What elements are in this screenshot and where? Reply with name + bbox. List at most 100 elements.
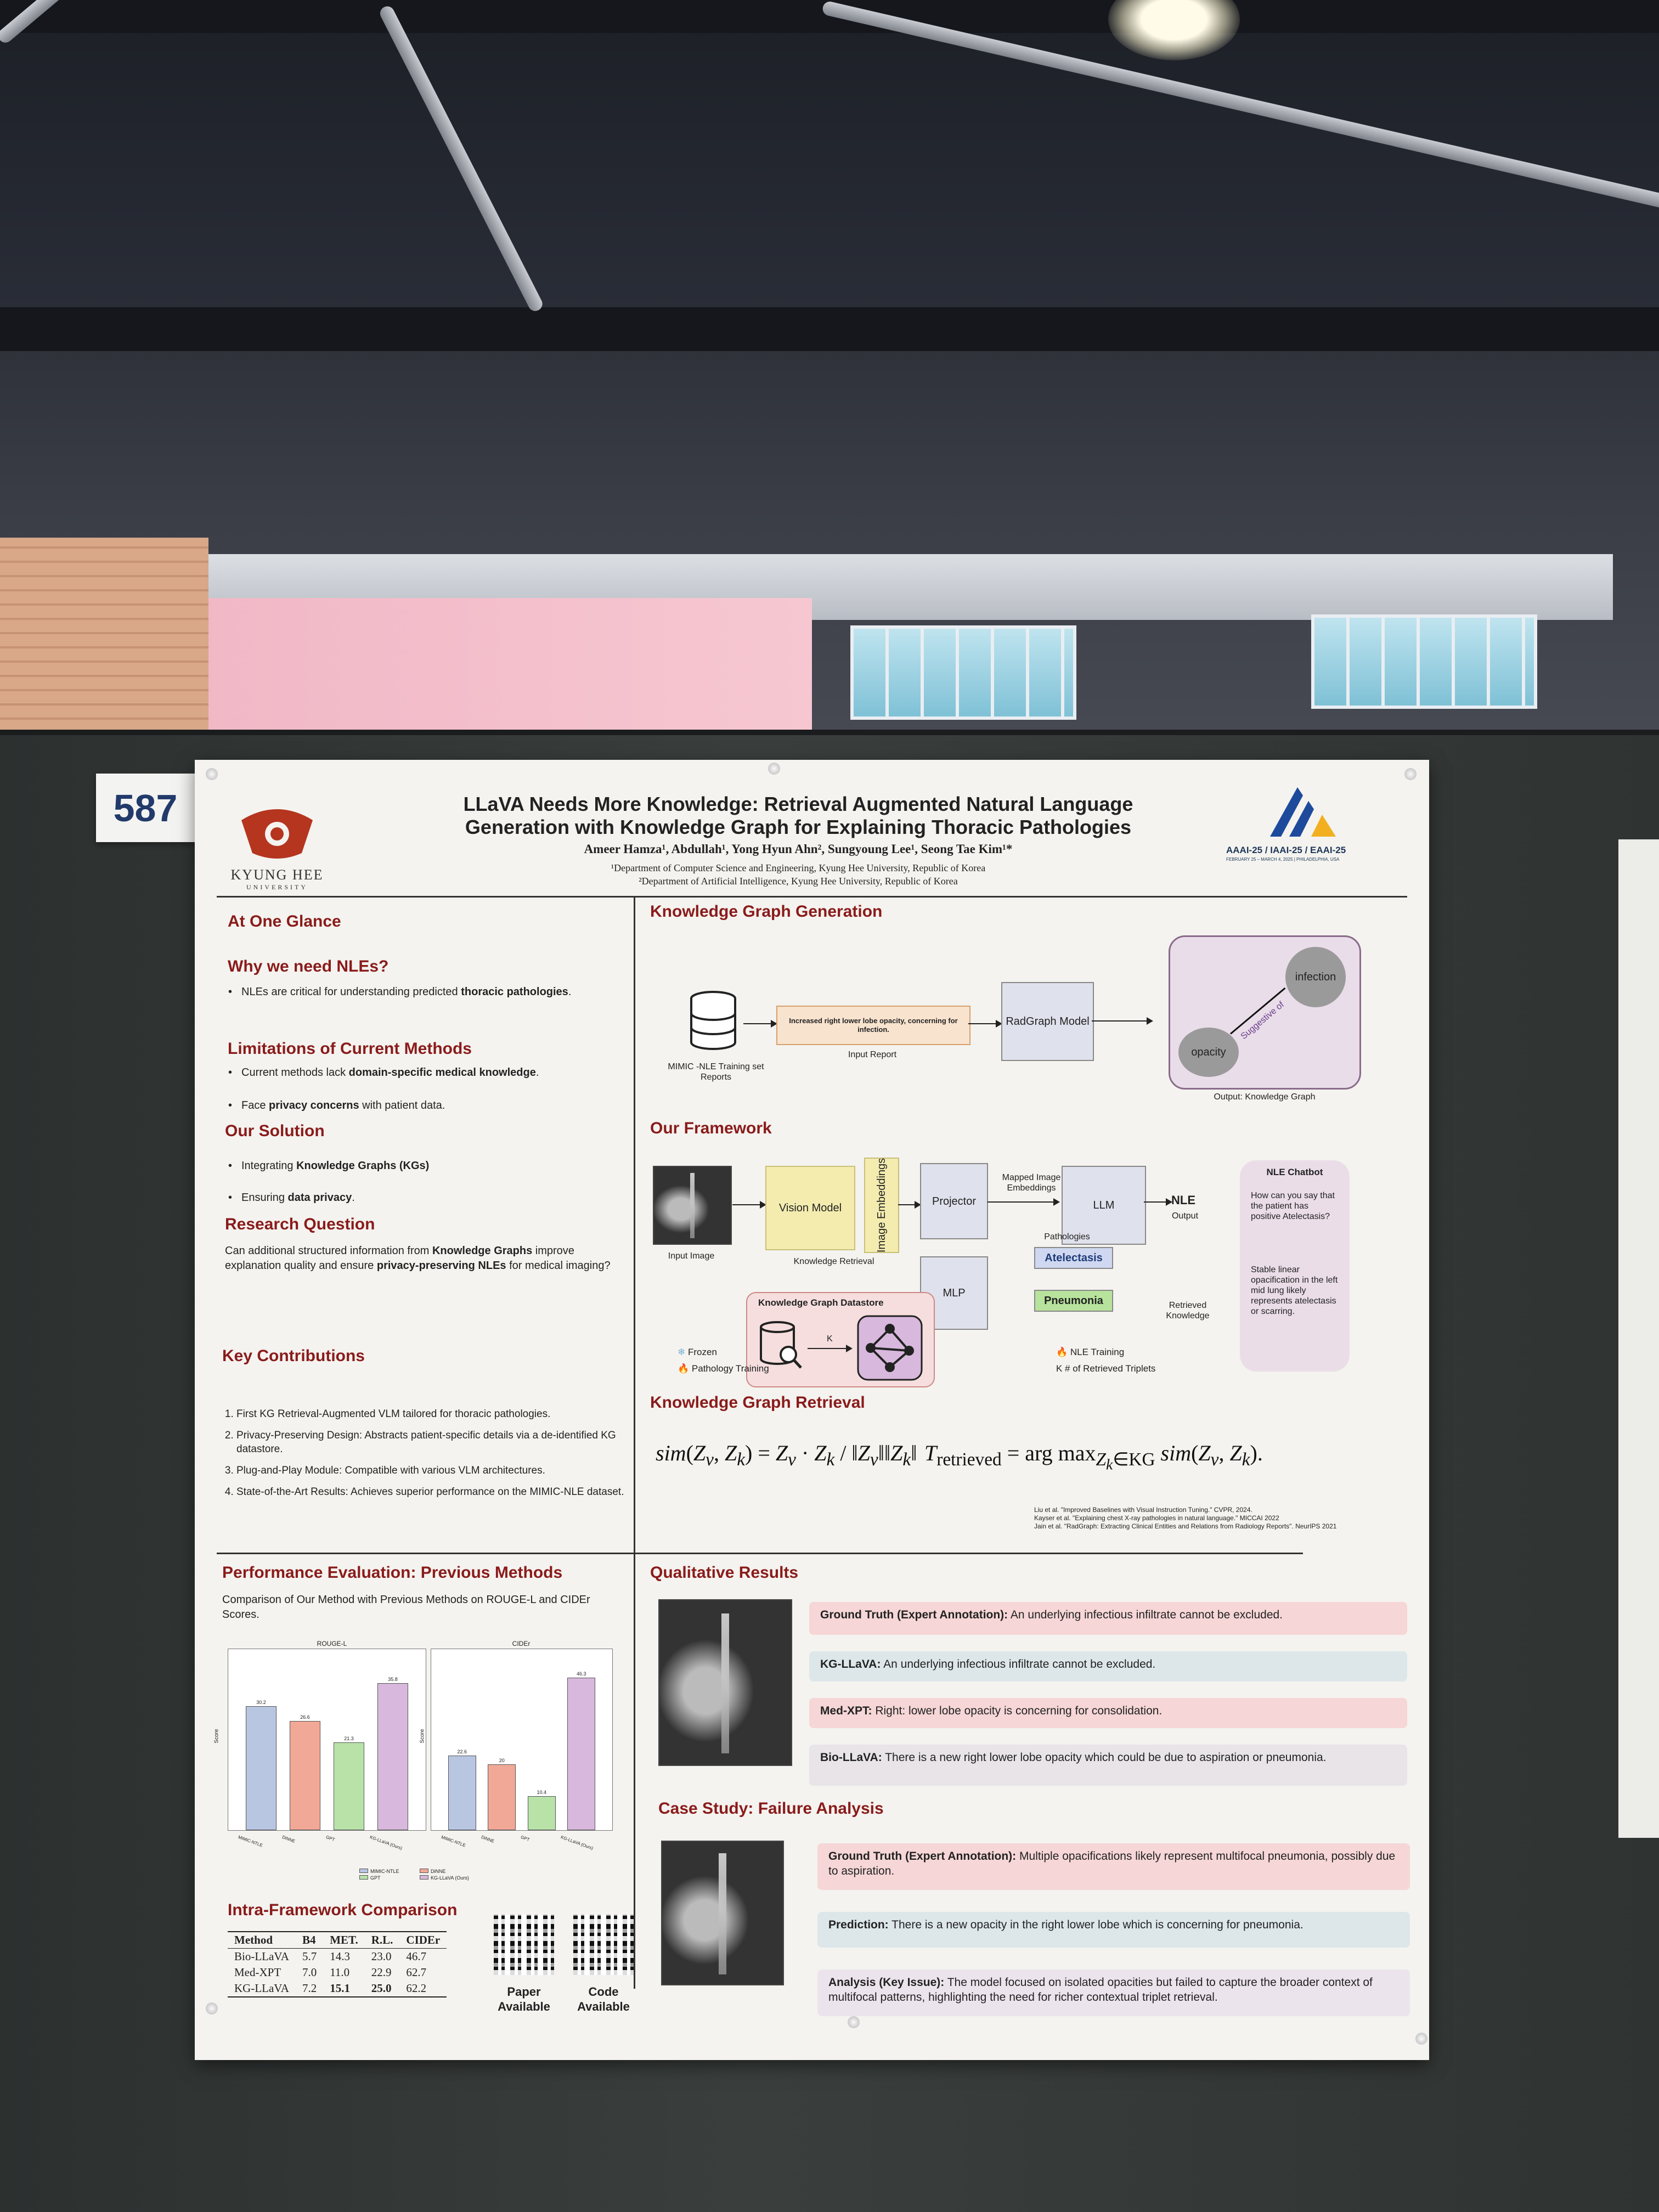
legend-item: GPT xyxy=(359,1875,420,1881)
legend-pathology-training: 🔥 Pathology Training xyxy=(678,1363,769,1374)
poster: KYUNG HEE UNIVERSITY LLaVA Needs More Kn… xyxy=(195,760,1429,2060)
solution-bullet: Integrating Knowledge Graphs (KGs) xyxy=(228,1159,614,1173)
code-qr-code[interactable] xyxy=(573,1915,634,1975)
reference-item: Jain et al. "RadGraph: Extracting Clinic… xyxy=(1034,1522,1337,1530)
pin xyxy=(1415,2033,1427,2045)
result-row: Ground Truth (Expert Annotation): An und… xyxy=(809,1602,1407,1635)
table-row: Bio-LLaVA 5.7 14.3 23.0 46.7 xyxy=(234,1950,427,1963)
conference-logo: AAAI-25 / IAAI-25 / EAAI-25 FEBRUARY 25 … xyxy=(1226,782,1369,862)
chart-bar xyxy=(290,1720,320,1830)
chart-bar xyxy=(567,1678,596,1830)
divider xyxy=(634,897,635,1989)
references: Liu et al. "Improved Baselines with Visu… xyxy=(1034,1506,1396,1531)
poster-authors: Ameer Hamza¹, Abdullah¹, Yong Hyun Ahn²,… xyxy=(584,842,1013,856)
research-question-text: Can additional structured information fr… xyxy=(225,1245,611,1272)
table-header: B4 xyxy=(302,1933,316,1946)
database-search-icon xyxy=(760,1321,802,1369)
contributions-list: First KG Retrieval-Augmented VLM tailore… xyxy=(222,1407,631,1506)
at-one-glance-heading: At One Glance xyxy=(228,912,341,930)
legend-frozen: ❄ Frozen xyxy=(678,1347,717,1357)
university-sub: UNIVERSITY xyxy=(246,883,308,891)
graph-network-icon xyxy=(857,1315,923,1381)
result-text: Multiple opacifications likely represent… xyxy=(828,1850,1396,1877)
result-text: There is a new opacity in the right lowe… xyxy=(888,1918,1304,1931)
result-text: An underlying infectious infiltrate cann… xyxy=(881,1658,1156,1671)
knowledge-graph-output: infection opacity Suggestive of xyxy=(1169,935,1361,1090)
x-tick-label: DiNNE xyxy=(281,1835,296,1844)
flame-icon: 🔥 xyxy=(1056,1347,1068,1357)
radgraph-box: RadGraph Model xyxy=(1001,982,1094,1061)
aaai-logo-icon xyxy=(1270,787,1336,837)
limitations-heading: Limitations of Current Methods xyxy=(228,1040,472,1058)
bar-value-label: 22.6 xyxy=(457,1749,467,1755)
contribution-item: State-of-the-Art Results: Achieves super… xyxy=(236,1485,631,1499)
university-name: KYUNG HEE xyxy=(230,867,324,883)
chart-bar xyxy=(488,1764,516,1830)
similarity-formula: sim(Zv, Zk) = Zv · Zk / ‖Zv‖‖Zk‖ xyxy=(656,1441,917,1470)
framework-heading: Our Framework xyxy=(650,1119,772,1137)
kg-retrieval-heading: Knowledge Graph Retrieval xyxy=(650,1393,865,1412)
x-tick-label: KG-LLaVA (Ours) xyxy=(560,1835,594,1851)
report-text-box: Increased right lower lobe opacity, conc… xyxy=(776,1006,970,1045)
chart-title: ROUGE-L xyxy=(317,1640,347,1647)
result-label: Ground Truth (Expert Annotation): xyxy=(828,1850,1017,1863)
poster-title: LLaVA Needs More Knowledge: Retrieval Au… xyxy=(463,793,1133,838)
ceiling-beam xyxy=(0,307,1659,351)
paper-qr-code[interactable] xyxy=(494,1915,554,1975)
bar-value-label: 35.8 xyxy=(388,1676,398,1682)
knowledge-retrieval-label: Knowledge Retrieval xyxy=(793,1257,874,1266)
legend-item: MIMIC-NTLE xyxy=(359,1868,420,1875)
results-table: Method B4 MET. R.L. CIDEr Bio-LLaVA 5.7 14… xyxy=(228,1931,447,1997)
result-text: Right: lower lobe opacity is concerning … xyxy=(872,1705,1163,1717)
failure-heading: Case Study: Failure Analysis xyxy=(658,1799,884,1818)
paper-qr-label: Paper Available xyxy=(498,1985,550,2013)
table-header: MET. xyxy=(330,1933,358,1946)
bar-value-label: 21.3 xyxy=(344,1736,354,1742)
legend-item: KG-LLaVA (Ours) xyxy=(420,1875,480,1881)
chatbot-question: How can you say that the patient has pos… xyxy=(1251,1191,1335,1221)
database-icon xyxy=(690,991,736,1050)
x-tick-label: GPT xyxy=(520,1835,531,1843)
ceiling xyxy=(0,0,1659,351)
pathology-pneumonia: Pneumonia xyxy=(1034,1290,1113,1312)
divider xyxy=(217,896,1407,898)
retrieval-formula: Tretrieved = arg maxZk∈KG sim(Zv, Zk). xyxy=(924,1441,1263,1474)
result-label: Med-XPT: xyxy=(820,1705,872,1717)
mapped-embeddings-label: Mapped Image Embeddings xyxy=(1002,1173,1061,1193)
pin xyxy=(848,2016,860,2028)
contribution-item: Plug-and-Play Module: Compatible with va… xyxy=(236,1464,631,1477)
failure-xray-image xyxy=(661,1841,784,1985)
contribution-item: Privacy-Preserving Design: Abstracts pat… xyxy=(236,1429,631,1456)
bar-value-label: 26.6 xyxy=(300,1714,310,1720)
conference-name: AAAI-25 / IAAI-25 / EAAI-25 xyxy=(1226,845,1346,855)
graph-node: infection xyxy=(1285,947,1346,1007)
input-report-label: Input Report xyxy=(848,1050,897,1059)
projector-box: Projector xyxy=(920,1163,988,1239)
result-label: Ground Truth (Expert Annotation): xyxy=(820,1609,1008,1621)
table-header: R.L. xyxy=(371,1933,393,1946)
bar-value-label: 20 xyxy=(499,1758,505,1763)
legend-k: K # of Retrieved Triplets xyxy=(1056,1363,1156,1374)
table-header: CIDEr xyxy=(406,1933,441,1946)
reference-item: Liu et al. "Improved Baselines with Visu… xyxy=(1034,1506,1252,1514)
result-row: Med-XPT: Right: lower lobe opacity is co… xyxy=(809,1698,1407,1728)
k-label: K xyxy=(827,1334,833,1344)
pink-wall xyxy=(198,598,812,741)
chart-bar xyxy=(334,1742,364,1830)
bar-value-label: 10.4 xyxy=(537,1789,547,1795)
flame-icon: 🔥 xyxy=(678,1363,690,1374)
x-tick-label: KG-LLaVA (Ours) xyxy=(369,1835,403,1851)
pin xyxy=(1404,768,1417,780)
x-tick-label: MIMIC-NTLE xyxy=(237,1835,263,1848)
input-xray-image xyxy=(653,1166,732,1245)
datastore-label: MIMIC -NLE Training set Reports xyxy=(668,1062,764,1082)
table-header: Method xyxy=(234,1933,273,1946)
code-qr-label: Code Available xyxy=(577,1985,630,2013)
solution-bullet: Ensuring data privacy. xyxy=(228,1190,614,1205)
key-contributions-heading: Key Contributions xyxy=(222,1347,365,1365)
kg-generation-heading: Knowledge Graph Generation xyxy=(650,902,883,921)
pin xyxy=(768,763,780,775)
pathologies-label: Pathologies xyxy=(1044,1232,1090,1242)
legend-item: DiNNE xyxy=(420,1868,480,1875)
result-row: Ground Truth (Expert Annotation): Multip… xyxy=(817,1843,1410,1890)
